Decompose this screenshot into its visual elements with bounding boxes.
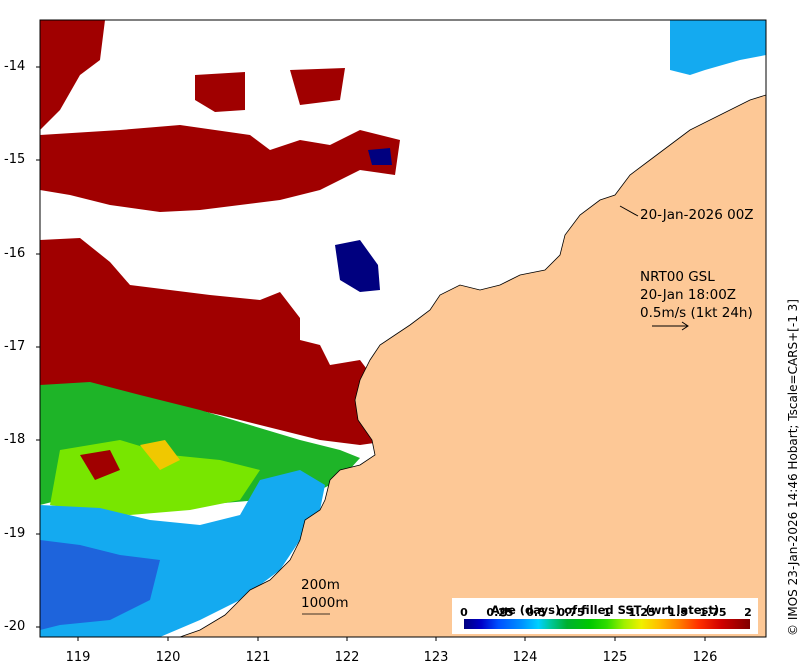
- legend-tick: 0.75: [557, 606, 585, 619]
- isobath-1000-label: 1000m: [301, 595, 349, 611]
- y-tick-label: -15: [4, 152, 26, 167]
- y-tick-label: -18: [4, 432, 26, 447]
- x-tick-label: 124: [512, 650, 538, 665]
- legend-tick: 1.5: [668, 606, 688, 619]
- legend-title: Age (days) of filled SST (wrt latest): [490, 603, 720, 617]
- old-data-region: [40, 125, 400, 212]
- x-tick-label: 120: [155, 650, 181, 665]
- young-data-region: [40, 540, 160, 630]
- legend-tick: 1.75: [699, 606, 727, 619]
- mid-age-region: [140, 440, 180, 470]
- legend-colorbar: [464, 619, 750, 629]
- imos-credit: © IMOS 23-Jan-2026 14:46 Hobart; Tscale=…: [786, 299, 800, 636]
- isobath-200-label: 200m: [301, 577, 340, 593]
- recent-data-patch: [368, 148, 392, 165]
- legend-tick: 1: [603, 606, 611, 619]
- x-tick-label: 119: [65, 650, 91, 665]
- plot-frame: [39, 19, 767, 638]
- legend-tick: 0.25: [486, 606, 514, 619]
- y-tick-label: -19: [4, 526, 26, 541]
- mid-age-region: [80, 450, 120, 480]
- wind-scale-arrow: [652, 321, 689, 331]
- x-tick-label: 125: [602, 650, 628, 665]
- age-legend: Age (days) of filled SST (wrt latest): [452, 598, 758, 634]
- x-tick-label: 121: [245, 650, 271, 665]
- y-tick-label: -16: [4, 246, 26, 261]
- australian-coast-land: [179, 94, 766, 637]
- y-tick-label: -17: [4, 339, 26, 354]
- old-data-region: [40, 20, 105, 130]
- wind-scale-label: 0.5m/s (1kt 24h): [640, 305, 753, 321]
- recent-data-patch: [335, 240, 380, 292]
- old-data-region: [195, 72, 245, 112]
- legend-tick: 1.25: [628, 606, 656, 619]
- axis-ticks: [36, 66, 706, 641]
- x-tick-label: 126: [692, 650, 718, 665]
- legend-tick: 2: [744, 606, 752, 619]
- x-tick-label: 122: [334, 650, 360, 665]
- y-tick-label: -14: [4, 59, 26, 74]
- annotation-pointer: [619, 205, 639, 217]
- old-data-region: [290, 68, 345, 105]
- legend-tick: 0: [460, 606, 468, 619]
- y-tick-label: -20: [4, 619, 26, 634]
- young-data-region: [670, 20, 766, 75]
- wind-product-label: NRT00 GSL: [640, 269, 715, 285]
- wind-time-label: 20-Jan 18:00Z: [640, 287, 737, 303]
- x-tick-label: 123: [423, 650, 449, 665]
- legend-tick: 0.5: [526, 606, 546, 619]
- date-stamp: 20-Jan-2026 00Z: [640, 207, 754, 223]
